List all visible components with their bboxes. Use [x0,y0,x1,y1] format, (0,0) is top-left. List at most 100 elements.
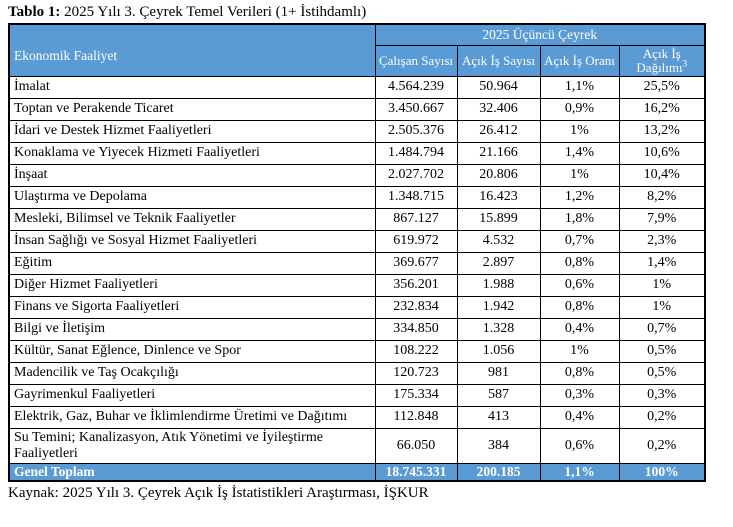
value-cell: 10,6% [618,141,706,165]
value-cell: 369.677 [374,251,458,275]
table-row: Ulaştırma ve Depolama 1.348.715 16.423 1,2%… [8,185,706,209]
value-cell: 66.050 [374,427,458,464]
value-cell: 2,3% [618,229,706,253]
table-header: Ekonomik Faaliyet 2025 Üçüncü Çeyrek Çal… [8,23,706,77]
table-row: Toptan ve Perakende Ticaret 3.450.667 32.4… [8,97,706,121]
value-cell: 981 [456,361,541,385]
value-cell: 1.484.794 [374,141,458,165]
activity-cell: Konaklama ve Yiyecek Hizmeti Faaliyetler… [8,141,376,165]
activity-cell: Mesleki, Bilimsel ve Teknik Faaliyetler [8,207,376,231]
value-cell: 26.412 [456,119,541,143]
table-row: Kültür, Sanat Eğlence, Dinlence ve Spor 1… [8,339,706,363]
value-cell: 1.942 [456,295,541,319]
value-cell: 112.848 [374,405,458,429]
activity-cell: Kültür, Sanat Eğlence, Dinlence ve Spor [8,339,376,363]
value-cell: 0,8% [539,361,620,385]
statistics-table: Ekonomik Faaliyet 2025 Üçüncü Çeyrek Çal… [8,23,707,482]
activity-cell: İnşaat [8,163,376,187]
table-row: İnşaat 2.027.702 20.806 1% 10,4% [8,163,706,187]
table-row: Finans ve Sigorta Faaliyetleri 232.834 1.9… [8,295,706,319]
value-cell: 4.564.239 [374,75,458,99]
table-row: Su Temini; Kanalizasyon, Atık Yönetimi v… [8,427,706,464]
header-acik-is-dagilimi: Açık İş Dağılımı3 [618,44,706,77]
total-row: Genel Toplam 18.745.331 200.185 1,1% 100… [8,462,706,481]
value-cell: 10,4% [618,163,706,187]
header-calisan-sayisi: Çalışan Sayısı [374,44,458,77]
activity-cell: Madencilik ve Taş Ocakçılığı [8,361,376,385]
header-acik-is-sayisi: Açık İş Sayısı [456,44,541,77]
header-ekonomik-faaliyet: Ekonomik Faaliyet [8,23,376,77]
value-cell: 21.166 [456,141,541,165]
sub-header-row: Çalışan Sayısı Açık İş Sayısı Açık İş Or… [9,44,706,77]
value-cell: 0,8% [539,251,620,275]
table-row: Diğer Hizmet Faaliyetleri 356.201 1.988 0,6… [8,273,706,297]
header-acik-is-dagilimi-text: Açık İş Dağılımı [636,45,683,75]
value-cell: 0,9% [539,97,620,121]
value-cell: 2.505.376 [374,119,458,143]
value-cell: 120.723 [374,361,458,385]
value-cell: 0,8% [539,295,620,319]
value-cell: 7,9% [618,207,706,231]
table-row: Konaklama ve Yiyecek Hizmeti Faaliyetler… [8,141,706,165]
value-cell: 25,5% [618,75,706,99]
header-group-quarter: 2025 Üçüncü Çeyrek [374,23,706,46]
value-cell: 0,2% [618,427,706,464]
value-cell: 20.806 [456,163,541,187]
value-cell: 1,1% [539,75,620,99]
value-cell: 16.423 [456,185,541,209]
value-cell: 1% [539,119,620,143]
activity-cell: Eğitim [8,251,376,275]
activity-cell: İmalat [8,75,376,99]
value-cell: 0,4% [539,405,620,429]
value-cell: 2.897 [456,251,541,275]
activity-cell: Elektrik, Gaz, Buhar ve İklimlendirme Ür… [8,405,376,429]
table-row: Eğitim 369.677 2.897 0,8% 1,4% [8,251,706,275]
header-acik-is-orani: Açık İş Oranı [539,44,620,77]
table-footer: Genel Toplam 18.745.331 200.185 1,1% 100… [8,462,706,481]
total-acik-is-orani: 1,1% [539,462,620,481]
table-row: İdari ve Destek Hizmet Faaliyetleri 2.505… [8,119,706,143]
table-row: Madencilik ve Taş Ocakçılığı 120.723 981 0,… [8,361,706,385]
footnote-marker: 3 [682,58,688,69]
table-row: Bilgi ve İletişim 334.850 1.328 0,4% 0,7% [8,317,706,341]
table-title: Tablo 1: 2025 Yılı 3. Çeyrek Temel Veril… [8,3,723,21]
activity-cell: Diğer Hizmet Faaliyetleri [8,273,376,297]
value-cell: 1% [539,339,620,363]
activity-cell: Gayrimenkul Faaliyetleri [8,383,376,407]
activity-cell: İdari ve Destek Hizmet Faaliyetleri [8,119,376,143]
total-calisan-sayisi: 18.745.331 [374,462,458,481]
value-cell: 334.850 [374,317,458,341]
value-cell: 8,2% [618,185,706,209]
value-cell: 1,4% [539,141,620,165]
table-title-text: 2025 Yılı 3. Çeyrek Temel Verileri (1+ İ… [60,4,367,20]
value-cell: 1,4% [618,251,706,275]
value-cell: 0,3% [539,383,620,407]
value-cell: 3.450.667 [374,97,458,121]
value-cell: 2.027.702 [374,163,458,187]
table-row: Mesleki, Bilimsel ve Teknik Faaliyetler 8… [8,207,706,231]
table-title-label: Tablo 1: [8,4,61,20]
value-cell: 50.964 [456,75,541,99]
activity-cell: Ulaştırma ve Depolama [8,185,376,209]
activity-cell: İnsan Sağlığı ve Sosyal Hizmet Faaliyetl… [8,229,376,253]
value-cell: 4.532 [456,229,541,253]
table-row: İmalat 4.564.239 50.964 1,1% 25,5% [8,75,706,99]
value-cell: 1% [618,273,706,297]
value-cell: 587 [456,383,541,407]
value-cell: 0,7% [539,229,620,253]
source-caption: Kaynak: 2025 Yılı 3. Çeyrek Açık İş İsta… [8,484,429,501]
value-cell: 1% [618,295,706,319]
total-acik-is-sayisi: 200.185 [456,462,541,481]
value-cell: 0,6% [539,427,620,464]
value-cell: 16,2% [618,97,706,121]
value-cell: 867.127 [374,207,458,231]
value-cell: 1.056 [456,339,541,363]
value-cell: 15.899 [456,207,541,231]
table-body: İmalat 4.564.239 50.964 1,1% 25,5% Toptan ve … [8,75,706,464]
value-cell: 0,4% [539,317,620,341]
value-cell: 1.988 [456,273,541,297]
value-cell: 0,6% [539,273,620,297]
value-cell: 232.834 [374,295,458,319]
value-cell: 619.972 [374,229,458,253]
